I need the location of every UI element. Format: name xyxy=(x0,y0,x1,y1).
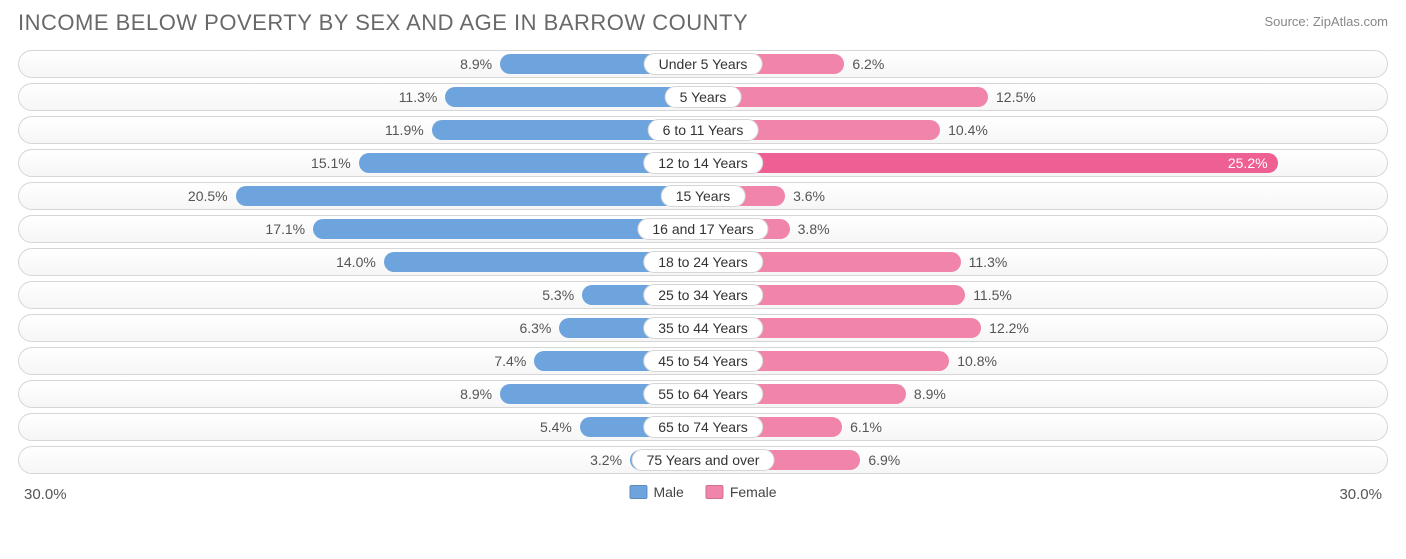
table-row: 5.3% 11.5% 25 to 34 Years xyxy=(18,281,1388,309)
category-label: 65 to 74 Years xyxy=(643,416,763,438)
value-female: 12.2% xyxy=(981,315,1029,341)
category-label: 18 to 24 Years xyxy=(643,251,763,273)
table-row: 8.9% 8.9% 55 to 64 Years xyxy=(18,380,1388,408)
category-label: 15 Years xyxy=(661,185,746,207)
value-male: 11.3% xyxy=(399,84,446,110)
table-row: 14.0% 11.3% 18 to 24 Years xyxy=(18,248,1388,276)
chart-legend: Male Female xyxy=(629,484,776,500)
value-male: 3.2% xyxy=(590,447,630,473)
value-female: 10.4% xyxy=(940,117,988,143)
table-row: 6.3% 12.2% 35 to 44 Years xyxy=(18,314,1388,342)
legend-label-female: Female xyxy=(730,484,777,500)
bar-male xyxy=(236,186,703,206)
category-label: Under 5 Years xyxy=(644,53,763,75)
value-female: 8.9% xyxy=(906,381,946,407)
chart-source: Source: ZipAtlas.com xyxy=(1264,10,1388,29)
chart-footer: 30.0% Male Female 30.0% xyxy=(18,484,1388,512)
category-label: 75 Years and over xyxy=(632,449,775,471)
table-row: 7.4% 10.8% 45 to 54 Years xyxy=(18,347,1388,375)
category-label: 6 to 11 Years xyxy=(648,119,759,141)
value-male: 20.5% xyxy=(188,183,236,209)
value-male: 17.1% xyxy=(265,216,313,242)
legend-swatch-male xyxy=(629,485,647,499)
chart-title: INCOME BELOW POVERTY BY SEX AND AGE IN B… xyxy=(18,10,748,36)
category-label: 55 to 64 Years xyxy=(643,383,763,405)
value-female: 12.5% xyxy=(988,84,1036,110)
value-female: 25.2% xyxy=(1220,150,1278,176)
value-female: 11.3% xyxy=(961,249,1008,275)
value-male: 5.4% xyxy=(540,414,580,440)
value-male: 14.0% xyxy=(336,249,384,275)
value-male: 5.3% xyxy=(542,282,582,308)
value-male: 15.1% xyxy=(311,150,359,176)
value-male: 7.4% xyxy=(494,348,534,374)
value-male: 8.9% xyxy=(460,51,500,77)
legend-swatch-female xyxy=(706,485,724,499)
legend-item-male: Male xyxy=(629,484,683,500)
bar-female xyxy=(703,87,988,107)
axis-max-left: 30.0% xyxy=(24,486,67,503)
bar-female xyxy=(703,153,1278,173)
table-row: 11.9% 10.4% 6 to 11 Years xyxy=(18,116,1388,144)
category-label: 12 to 14 Years xyxy=(643,152,763,174)
value-female: 6.2% xyxy=(844,51,884,77)
value-female: 3.6% xyxy=(785,183,825,209)
category-label: 35 to 44 Years xyxy=(643,317,763,339)
axis-max-right: 30.0% xyxy=(1339,486,1382,503)
legend-label-male: Male xyxy=(653,484,683,500)
chart-rows: 8.9%6.2%Under 5 Years11.3%12.5%5 Years11… xyxy=(18,50,1388,474)
value-female: 11.5% xyxy=(965,282,1012,308)
table-row: 11.3% 12.5% 5 Years xyxy=(18,83,1388,111)
table-row: 5.4% 6.1% 65 to 74 Years xyxy=(18,413,1388,441)
legend-item-female: Female xyxy=(706,484,777,500)
category-label: 45 to 54 Years xyxy=(643,350,763,372)
table-row: 8.9% 6.2% Under 5 Years xyxy=(18,50,1388,78)
value-female: 3.8% xyxy=(790,216,830,242)
value-female: 6.9% xyxy=(860,447,900,473)
category-label: 25 to 34 Years xyxy=(643,284,763,306)
table-row: 17.1% 3.8% 16 and 17 Years xyxy=(18,215,1388,243)
value-female: 6.1% xyxy=(842,414,882,440)
value-male: 6.3% xyxy=(519,315,559,341)
value-male: 11.9% xyxy=(385,117,432,143)
value-male: 8.9% xyxy=(460,381,500,407)
table-row: 20.5% 3.6% 15 Years xyxy=(18,182,1388,210)
category-label: 16 and 17 Years xyxy=(637,218,768,240)
category-label: 5 Years xyxy=(665,86,742,108)
table-row: 15.1% 25.2% 12 to 14 Years xyxy=(18,149,1388,177)
value-female: 10.8% xyxy=(949,348,997,374)
table-row: 3.2% 6.9% 75 Years and over xyxy=(18,446,1388,474)
